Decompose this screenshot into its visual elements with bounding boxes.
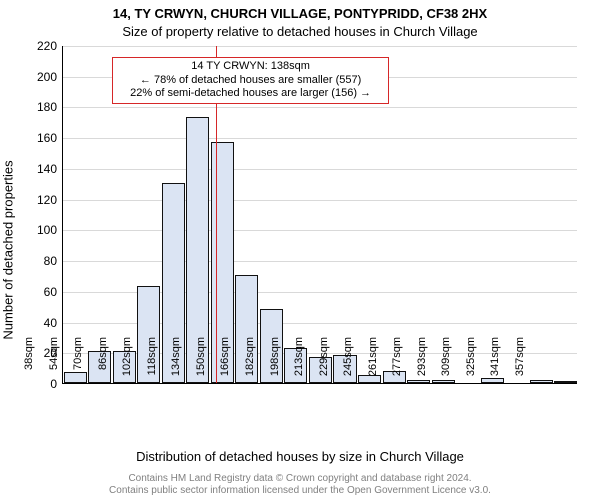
annotation-box: 14 TY CRWYN: 138sqm← 78% of detached hou… — [112, 57, 389, 104]
x-tick-label: 245sqm — [342, 337, 354, 389]
x-tick-label: 277sqm — [391, 337, 403, 389]
chart-title-sub: Size of property relative to detached ho… — [0, 24, 600, 39]
y-tick-label: 140 — [37, 162, 63, 176]
x-tick-label: 38sqm — [23, 337, 35, 389]
x-tick-label: 118sqm — [146, 337, 158, 389]
y-tick-label: 180 — [37, 100, 63, 114]
x-tick-label: 166sqm — [219, 337, 231, 389]
x-tick-label: 150sqm — [195, 337, 207, 389]
y-tick-label: 160 — [37, 131, 63, 145]
annotation-line: 22% of semi-detached houses are larger (… — [121, 87, 380, 101]
chart-title-main: 14, TY CRWYN, CHURCH VILLAGE, PONTYPRIDD… — [0, 6, 600, 21]
y-tick-label: 220 — [37, 39, 63, 53]
x-tick-label: 213sqm — [293, 337, 305, 389]
annotation-line: 14 TY CRWYN: 138sqm — [121, 60, 380, 74]
histogram-bar — [530, 380, 553, 383]
x-tick-label: 341sqm — [489, 337, 501, 389]
x-tick-label: 70sqm — [72, 337, 84, 389]
y-tick-label: 120 — [37, 193, 63, 207]
y-tick-label: 200 — [37, 70, 63, 84]
x-tick-label: 309sqm — [440, 337, 452, 389]
x-tick-label: 134sqm — [170, 337, 182, 389]
y-tick-label: 80 — [44, 254, 63, 268]
x-tick-label: 293sqm — [416, 337, 428, 389]
x-tick-label: 261sqm — [367, 337, 379, 389]
x-tick-label: 54sqm — [48, 337, 60, 389]
annotation-line: ← 78% of detached houses are smaller (55… — [121, 74, 380, 88]
y-tick-label: 60 — [44, 285, 63, 299]
x-tick-label: 357sqm — [514, 337, 526, 389]
y-axis-label: Number of detached properties — [1, 160, 16, 339]
plot-area: 02040608010012014016018020022038sqm54sqm… — [62, 46, 577, 384]
x-tick-label: 86sqm — [97, 337, 109, 389]
x-tick-label: 198sqm — [269, 337, 281, 389]
y-tick-label: 40 — [44, 316, 63, 330]
x-axis-label: Distribution of detached houses by size … — [0, 449, 600, 464]
x-tick-label: 229sqm — [318, 337, 330, 389]
footer-line-2: Contains public sector information licen… — [0, 485, 600, 497]
x-tick-label: 325sqm — [465, 337, 477, 389]
y-tick-label: 100 — [37, 223, 63, 237]
footer-attribution: Contains HM Land Registry data © Crown c… — [0, 473, 600, 496]
x-tick-label: 102sqm — [121, 337, 133, 389]
histogram-bar — [554, 381, 577, 383]
x-tick-label: 182sqm — [244, 337, 256, 389]
footer-line-1: Contains HM Land Registry data © Crown c… — [0, 473, 600, 485]
